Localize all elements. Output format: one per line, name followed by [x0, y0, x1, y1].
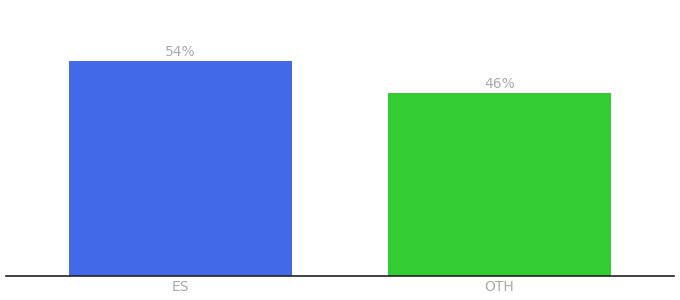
Bar [69, 61, 292, 276]
Text: 46%: 46% [484, 77, 515, 91]
Text: 54%: 54% [165, 45, 196, 59]
Bar [388, 93, 611, 276]
